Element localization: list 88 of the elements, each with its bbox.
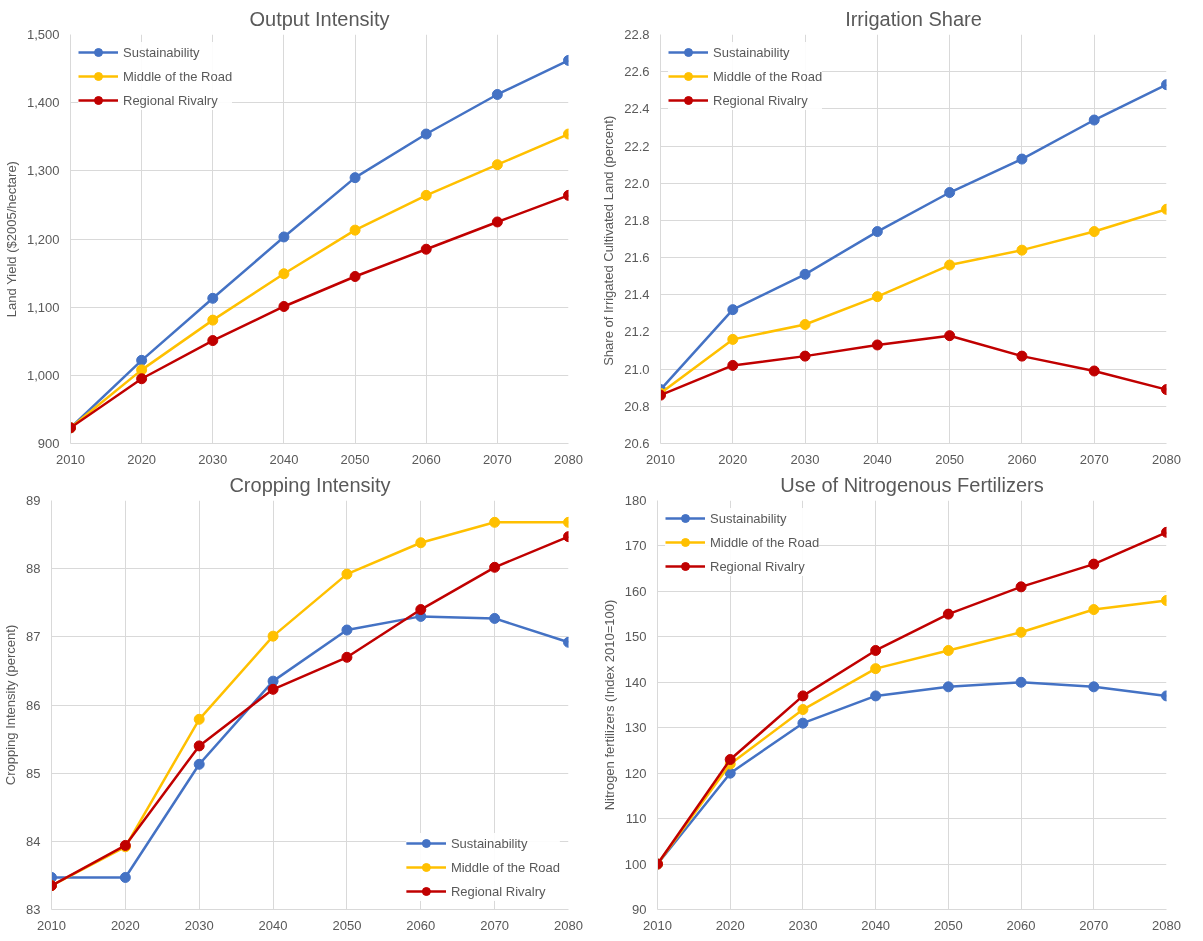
x-tick-label: 2050 bbox=[935, 451, 965, 467]
y-tick-label: 22.6 bbox=[624, 64, 650, 80]
x-tick-label: 2050 bbox=[340, 451, 370, 467]
chart-title: Irrigation Share bbox=[845, 7, 982, 30]
y-tick-label: 21.6 bbox=[624, 250, 650, 266]
x-tick-label: 2010 bbox=[56, 451, 85, 467]
y-tick-label: 20.6 bbox=[624, 436, 650, 451]
y-axis-title: Nitrogen fertilizers (Index 2010=100) bbox=[601, 599, 617, 811]
y-tick-label: 1,500 bbox=[26, 27, 60, 42]
x-tick-label: 2080 bbox=[554, 451, 583, 467]
y-tick-label: 22.2 bbox=[624, 138, 650, 154]
x-tick-label: 2040 bbox=[861, 917, 891, 933]
y-axis-title: Cropping Intensity (percent) bbox=[3, 624, 19, 786]
y-tick-label: 88 bbox=[26, 561, 41, 577]
legend-label: Regional Rivalry bbox=[713, 92, 808, 108]
x-tick-label: 2060 bbox=[1007, 451, 1037, 467]
y-tick-label: 140 bbox=[624, 674, 647, 690]
x-tick-label: 2030 bbox=[198, 451, 228, 467]
y-tick-label: 84 bbox=[26, 833, 41, 849]
x-tick-label: 2070 bbox=[1079, 451, 1109, 467]
y-tick-label: 900 bbox=[37, 436, 60, 451]
legend-label: Regional Rivalry bbox=[123, 92, 218, 108]
x-tick-label: 2010 bbox=[37, 917, 66, 933]
y-tick-label: 150 bbox=[624, 629, 647, 645]
legend-label: Middle of the Road bbox=[123, 68, 233, 84]
x-tick-label: 2030 bbox=[184, 917, 214, 933]
y-tick-label: 86 bbox=[26, 697, 41, 713]
legend-label: Sustainability bbox=[713, 44, 790, 60]
chart-title: Cropping Intensity bbox=[229, 473, 391, 496]
x-tick-label: 2080 bbox=[1152, 451, 1181, 467]
x-tick-label: 2010 bbox=[646, 451, 675, 467]
y-tick-label: 89 bbox=[26, 493, 41, 508]
y-tick-label: 87 bbox=[26, 629, 41, 645]
chart-title: Output Intensity bbox=[249, 7, 390, 30]
x-tick-label: 2070 bbox=[1079, 917, 1109, 933]
x-tick-label: 2020 bbox=[127, 451, 157, 467]
x-tick-label: 2030 bbox=[788, 917, 818, 933]
x-tick-label: 2060 bbox=[411, 451, 441, 467]
y-tick-label: 21.8 bbox=[624, 212, 650, 228]
y-tick-label: 180 bbox=[624, 493, 647, 508]
y-tick-label: 120 bbox=[624, 765, 647, 781]
y-tick-label: 83 bbox=[26, 902, 41, 917]
y-tick-label: 130 bbox=[624, 720, 647, 736]
y-tick-label: 22.0 bbox=[624, 175, 650, 191]
x-tick-label: 2060 bbox=[406, 917, 436, 933]
x-tick-label: 2040 bbox=[258, 917, 288, 933]
legend-label: Sustainability bbox=[710, 510, 787, 526]
legend-label: Middle of the Road bbox=[713, 68, 823, 84]
y-tick-label: 110 bbox=[625, 811, 647, 827]
legend-label: Sustainability bbox=[123, 44, 200, 60]
y-tick-label: 21.2 bbox=[624, 324, 650, 340]
x-tick-label: 2020 bbox=[718, 451, 748, 467]
y-axis-title: Land Yield ($2005/hectare) bbox=[3, 161, 19, 318]
y-tick-label: 1,200 bbox=[26, 231, 60, 247]
x-tick-label: 2030 bbox=[790, 451, 820, 467]
x-tick-label: 2050 bbox=[933, 917, 963, 933]
chart-title: Use of Nitrogenous Fertilizers bbox=[780, 473, 1044, 496]
legend-label: Middle of the Road bbox=[710, 534, 820, 550]
legend-label: Regional Rivalry bbox=[710, 558, 805, 574]
y-tick-label: 1,300 bbox=[26, 163, 60, 179]
x-tick-label: 2070 bbox=[482, 451, 512, 467]
x-tick-label: 2080 bbox=[1152, 917, 1181, 933]
x-tick-label: 2040 bbox=[862, 451, 892, 467]
y-tick-label: 100 bbox=[624, 856, 647, 872]
y-tick-label: 22.4 bbox=[624, 101, 650, 117]
y-tick-label: 1,000 bbox=[26, 367, 60, 383]
x-tick-label: 2010 bbox=[643, 917, 672, 933]
y-tick-label: 160 bbox=[624, 583, 647, 599]
x-tick-label: 2080 bbox=[554, 917, 583, 933]
legend-label: Regional Rivalry bbox=[450, 883, 546, 899]
y-tick-label: 20.8 bbox=[624, 398, 650, 414]
y-axis-title: Share of Irrigated Cultivated Land (percent) bbox=[601, 115, 617, 366]
x-tick-label: 2040 bbox=[269, 451, 299, 467]
y-tick-label: 21.4 bbox=[624, 287, 650, 303]
y-tick-label: 21.0 bbox=[624, 361, 650, 377]
y-tick-label: 90 bbox=[632, 902, 647, 917]
legend-label: Middle of the Road bbox=[450, 859, 560, 875]
y-tick-label: 22.8 bbox=[624, 27, 650, 42]
x-tick-label: 2050 bbox=[332, 917, 362, 933]
x-tick-label: 2020 bbox=[110, 917, 140, 933]
x-tick-label: 2070 bbox=[480, 917, 510, 933]
y-tick-label: 85 bbox=[26, 765, 41, 781]
y-tick-label: 1,100 bbox=[26, 299, 60, 315]
y-tick-label: 170 bbox=[624, 538, 647, 554]
x-tick-label: 2060 bbox=[1006, 917, 1036, 933]
legend-label: Sustainability bbox=[450, 835, 528, 851]
x-tick-label: 2020 bbox=[715, 917, 745, 933]
y-tick-label: 1,400 bbox=[26, 95, 60, 111]
